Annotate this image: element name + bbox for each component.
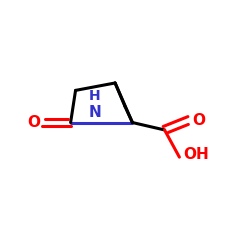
Text: H: H <box>88 89 100 103</box>
Text: OH: OH <box>183 147 209 162</box>
Text: O: O <box>27 115 40 130</box>
Text: N: N <box>89 104 102 120</box>
Text: O: O <box>192 112 205 128</box>
